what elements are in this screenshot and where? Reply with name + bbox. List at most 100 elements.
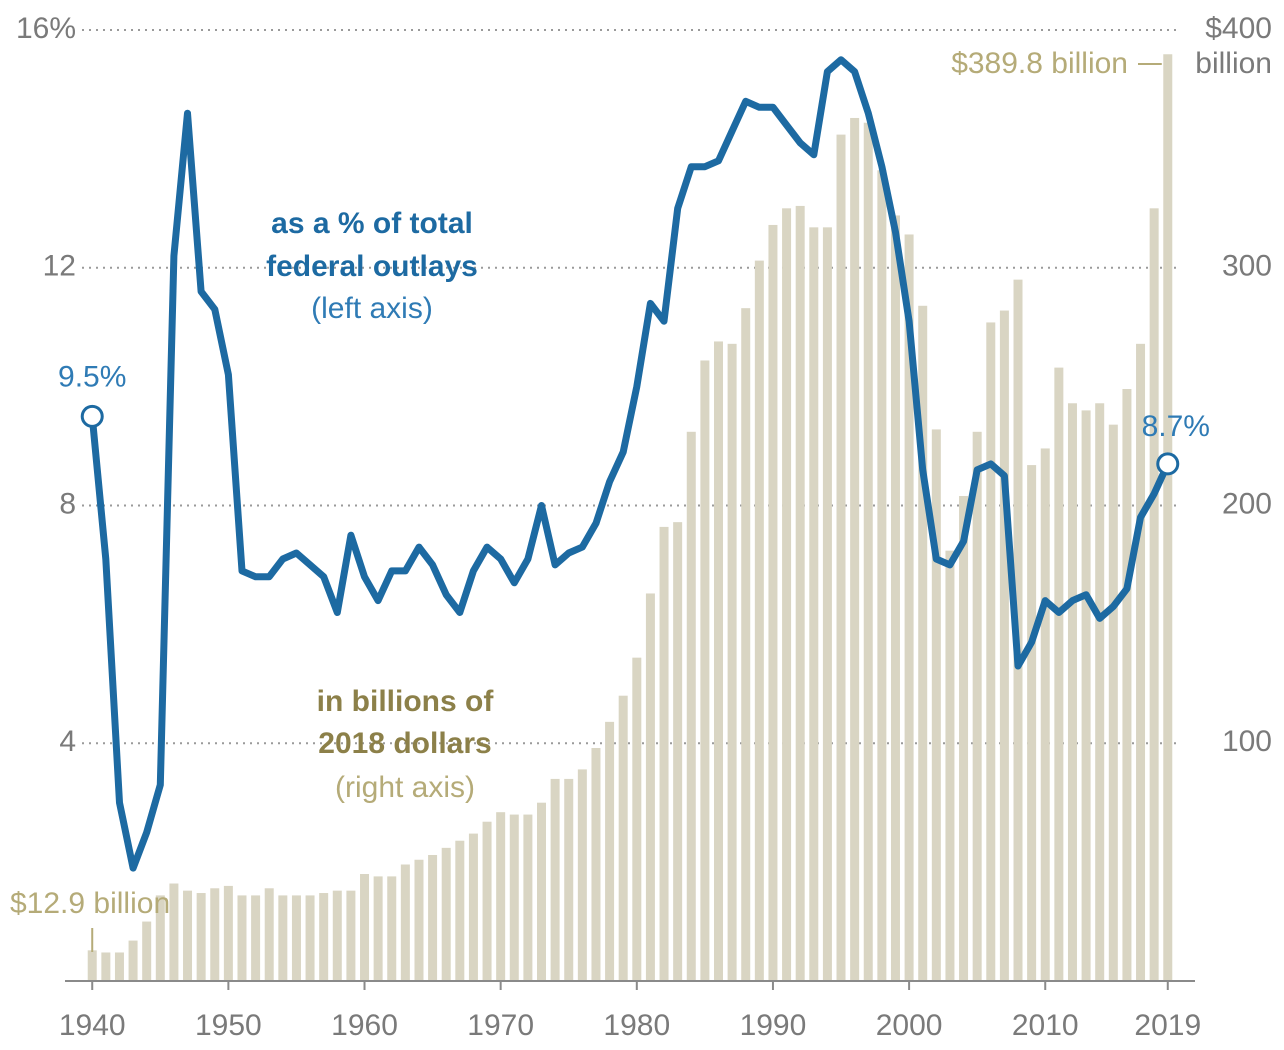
- bar: [754, 260, 764, 981]
- x-tick-label: 1980: [603, 1009, 670, 1042]
- bar: [809, 227, 819, 981]
- bar: [319, 893, 329, 981]
- bar: [332, 890, 342, 981]
- bar: [972, 431, 982, 981]
- y2-tick-label: 200: [1222, 487, 1272, 520]
- bar: [1054, 367, 1064, 982]
- end-label: $389.8 billion: [951, 47, 1128, 80]
- bar: [87, 950, 97, 981]
- y2-tick-label: 300: [1222, 250, 1272, 283]
- y2-tick-label: $400: [1205, 12, 1272, 45]
- bar: [741, 308, 751, 982]
- bar: [305, 895, 315, 981]
- bar: [128, 940, 138, 981]
- end-label: 8.7%: [1142, 410, 1210, 443]
- bar: [360, 874, 370, 981]
- bar: [509, 814, 519, 981]
- bar: [1122, 389, 1132, 981]
- bar: [645, 593, 655, 981]
- y-tick-label: 8: [59, 487, 76, 520]
- line: [88, 56, 1172, 872]
- bar: [822, 227, 832, 981]
- bar: [1081, 410, 1091, 981]
- bar: [618, 695, 628, 981]
- x-tick-label: 1990: [740, 1009, 807, 1042]
- y2-unit: billion: [1195, 47, 1272, 80]
- start-label: 9.5%: [58, 360, 126, 393]
- bar: [890, 215, 900, 981]
- end-dot: [80, 404, 104, 428]
- bar: [482, 821, 492, 981]
- bar: [251, 895, 261, 981]
- bar: [700, 360, 710, 981]
- bar: [414, 859, 424, 981]
- bar: [441, 847, 451, 981]
- bar: [291, 895, 301, 981]
- x-tick-label: 1940: [59, 1009, 126, 1042]
- x-tick-label: 1970: [467, 1009, 534, 1042]
- bar: [455, 840, 465, 981]
- bar: [577, 769, 587, 981]
- start-label: $12.9 billion: [10, 887, 170, 920]
- bar: [564, 778, 574, 981]
- bar: [768, 224, 778, 981]
- series-label: federal outlays: [266, 250, 478, 283]
- bar: [264, 888, 274, 981]
- bar: [400, 864, 410, 981]
- bar: [1149, 208, 1159, 981]
- bar: [918, 305, 928, 981]
- bar: [1095, 403, 1105, 982]
- y-tick-label: 16%: [16, 12, 76, 45]
- bar: [496, 812, 506, 981]
- bar: [196, 893, 206, 981]
- x-tick-label: 1960: [331, 1009, 398, 1042]
- bar: [591, 748, 601, 981]
- bar: [1163, 54, 1173, 982]
- y-tick-label: 4: [59, 725, 76, 758]
- bar: [523, 814, 533, 981]
- bar: [223, 885, 233, 981]
- x-tick-label: 2019: [1134, 1009, 1201, 1042]
- bar: [1108, 424, 1118, 981]
- bar: [877, 170, 887, 981]
- bar: [1040, 448, 1050, 981]
- bar: [945, 550, 955, 981]
- bar: [550, 778, 560, 981]
- bar: [713, 341, 723, 981]
- bar: [686, 431, 696, 981]
- bar: [210, 888, 220, 981]
- bar: [183, 890, 193, 981]
- bar: [387, 876, 397, 981]
- series-note: (right axis): [335, 771, 475, 804]
- bar: [782, 208, 792, 981]
- bar: [795, 205, 805, 981]
- bar: [428, 854, 438, 981]
- bar: [1027, 465, 1037, 981]
- bar: [999, 310, 1009, 981]
- bar: [155, 895, 165, 981]
- bar: [114, 952, 124, 981]
- bar: [537, 802, 547, 981]
- bar: [863, 122, 873, 981]
- x-tick-label: 2000: [876, 1009, 943, 1042]
- bar: [673, 522, 683, 981]
- bar: [836, 134, 846, 982]
- bar: [468, 833, 478, 981]
- end-dot: [1156, 452, 1180, 476]
- series-label: 2018 dollars: [318, 727, 491, 760]
- bar: [346, 890, 356, 981]
- bar: [959, 495, 969, 981]
- bar: [931, 429, 941, 981]
- bar: [904, 234, 914, 982]
- bar: [1067, 403, 1077, 982]
- bar: [237, 895, 247, 981]
- bar: [850, 117, 860, 981]
- series-note: (left axis): [311, 292, 433, 325]
- series-label: in billions of: [317, 685, 495, 718]
- y2-tick-label: 100: [1222, 725, 1272, 758]
- y-tick-label: 12: [43, 250, 76, 283]
- x-tick-label: 2010: [1012, 1009, 1079, 1042]
- series-label: as a % of total: [271, 207, 473, 240]
